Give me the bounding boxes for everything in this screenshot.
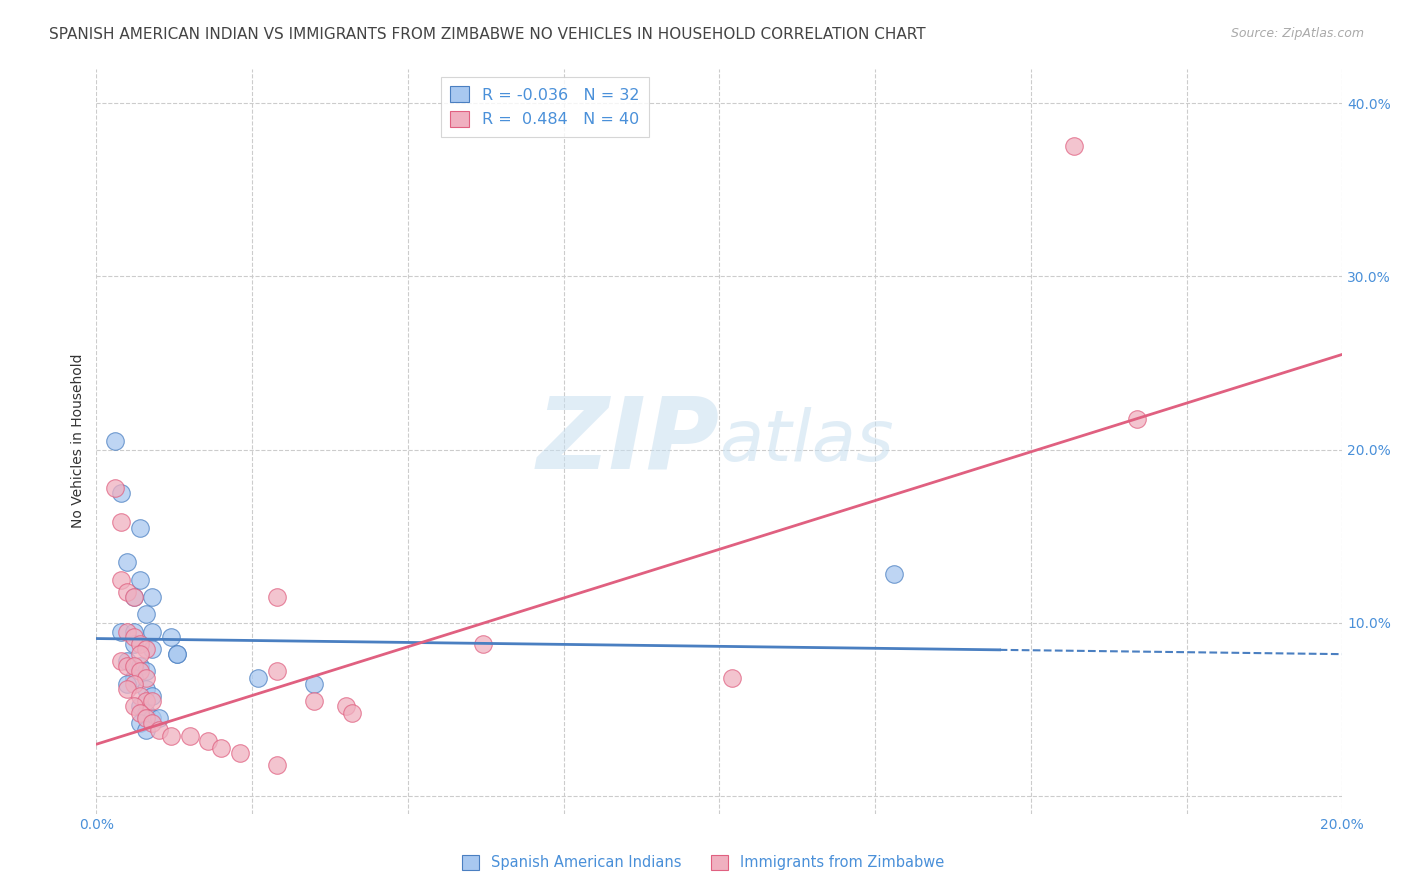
Text: atlas: atlas — [720, 407, 894, 475]
Point — [304, 676, 326, 690]
Point — [122, 624, 145, 639]
Point — [122, 590, 145, 604]
Point — [135, 694, 157, 708]
Text: SPANISH AMERICAN INDIAN VS IMMIGRANTS FROM ZIMBABWE NO VEHICLES IN HOUSEHOLD COR: SPANISH AMERICAN INDIAN VS IMMIGRANTS FR… — [49, 27, 925, 42]
Point — [228, 746, 250, 760]
Point — [129, 706, 152, 720]
Point — [129, 659, 152, 673]
Point — [135, 711, 157, 725]
Point — [129, 573, 152, 587]
Point — [247, 672, 270, 686]
Point — [141, 590, 163, 604]
Point — [117, 654, 139, 668]
Point — [117, 624, 139, 639]
Point — [129, 665, 152, 679]
Point — [266, 590, 288, 604]
Point — [110, 486, 132, 500]
Point — [148, 723, 170, 738]
Point — [135, 607, 157, 622]
Point — [110, 516, 132, 530]
Point — [122, 672, 145, 686]
Point — [304, 694, 326, 708]
Point — [117, 584, 139, 599]
Point — [266, 758, 288, 772]
Point — [117, 681, 139, 696]
Point — [141, 711, 163, 725]
Point — [129, 637, 152, 651]
Point — [117, 555, 139, 569]
Point — [179, 729, 201, 743]
Point — [110, 573, 132, 587]
Point — [160, 729, 183, 743]
Text: Source: ZipAtlas.com: Source: ZipAtlas.com — [1230, 27, 1364, 40]
Point — [160, 630, 183, 644]
Point — [110, 654, 132, 668]
Point — [1063, 139, 1085, 153]
Point — [117, 659, 139, 673]
Point — [720, 672, 742, 686]
Point — [166, 647, 188, 661]
Point — [135, 665, 157, 679]
Point — [122, 699, 145, 714]
Point — [197, 733, 219, 747]
Point — [883, 567, 905, 582]
Point — [129, 699, 152, 714]
Legend: Spanish American Indians, Immigrants from Zimbabwe: Spanish American Indians, Immigrants fro… — [456, 848, 950, 876]
Point — [122, 630, 145, 644]
Point — [122, 590, 145, 604]
Point — [141, 694, 163, 708]
Point — [148, 711, 170, 725]
Point — [266, 665, 288, 679]
Point — [141, 642, 163, 657]
Point — [471, 637, 494, 651]
Point — [135, 706, 157, 720]
Point — [104, 481, 127, 495]
Point — [122, 637, 145, 651]
Point — [129, 647, 152, 661]
Point — [209, 740, 232, 755]
Text: ZIP: ZIP — [536, 392, 720, 490]
Y-axis label: No Vehicles in Household: No Vehicles in Household — [72, 354, 86, 528]
Point — [129, 521, 152, 535]
Legend: R = -0.036   N = 32, R =  0.484   N = 40: R = -0.036 N = 32, R = 0.484 N = 40 — [440, 77, 650, 136]
Point — [141, 624, 163, 639]
Point — [129, 716, 152, 731]
Point — [141, 689, 163, 703]
Point — [135, 681, 157, 696]
Point — [104, 434, 127, 448]
Point — [335, 699, 357, 714]
Point — [166, 647, 188, 661]
Point — [122, 676, 145, 690]
Point — [141, 716, 163, 731]
Point — [135, 672, 157, 686]
Point — [122, 659, 145, 673]
Point — [1125, 411, 1147, 425]
Point — [117, 676, 139, 690]
Point — [340, 706, 363, 720]
Point — [135, 642, 157, 657]
Point — [110, 624, 132, 639]
Point — [135, 723, 157, 738]
Point — [129, 689, 152, 703]
